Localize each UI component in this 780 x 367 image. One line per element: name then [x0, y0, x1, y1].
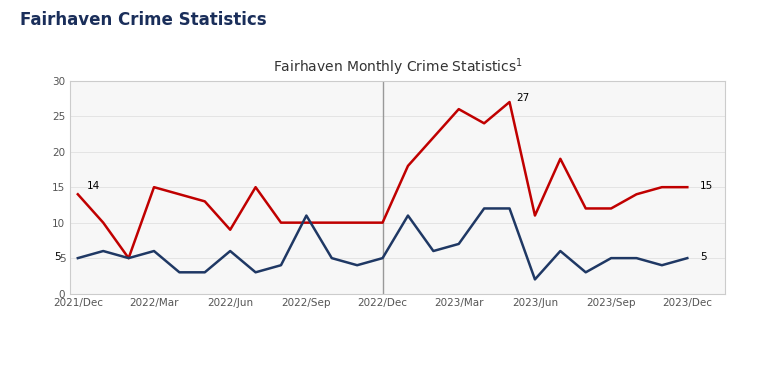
Text: 14: 14 — [87, 181, 100, 190]
Text: 5: 5 — [700, 252, 707, 262]
Title: Fairhaven Monthly Crime Statistics$^1$: Fairhaven Monthly Crime Statistics$^1$ — [273, 57, 523, 79]
Text: 27: 27 — [516, 92, 529, 103]
Text: 5: 5 — [54, 252, 61, 262]
Text: 15: 15 — [700, 181, 713, 191]
Text: Fairhaven Crime Statistics: Fairhaven Crime Statistics — [20, 11, 266, 29]
